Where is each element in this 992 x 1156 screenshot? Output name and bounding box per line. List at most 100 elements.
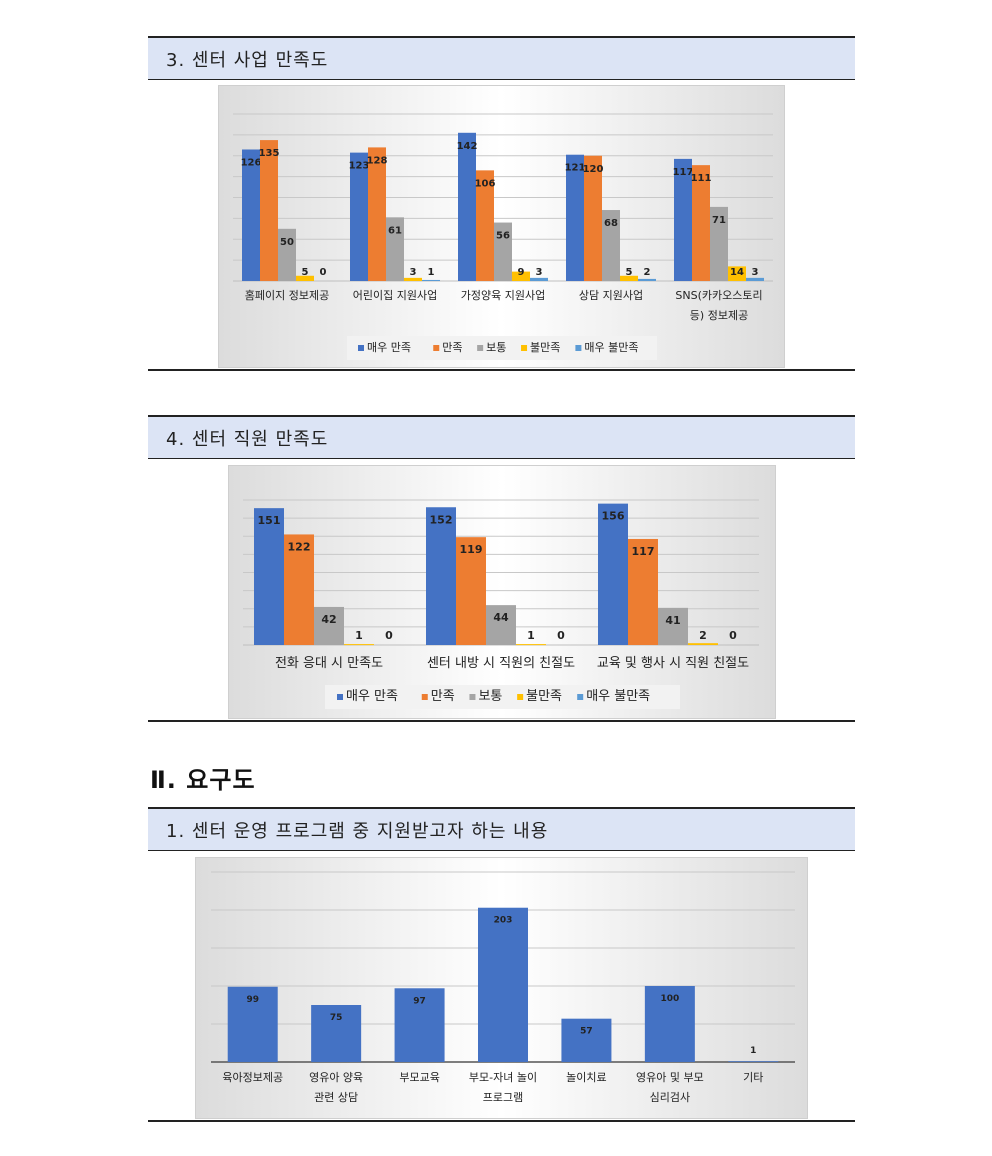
- data-label: 1: [527, 629, 535, 642]
- category-label: 관련 상담: [314, 1091, 358, 1104]
- data-label: 128: [367, 155, 388, 166]
- category-label: 가정양육 지원사업: [461, 289, 545, 302]
- bar: [478, 907, 528, 1062]
- category-label: 육아정보제공: [222, 1071, 283, 1084]
- legend-item: 보통: [486, 341, 506, 354]
- bar-매우-불만족: [638, 278, 656, 281]
- bar-매우-만족: [426, 507, 456, 645]
- data-label: 1: [428, 267, 435, 278]
- legend-item: 불만족: [526, 689, 562, 704]
- data-label: 0: [557, 629, 565, 642]
- category-label: 교육 및 행사 시 직원 친절도: [597, 655, 749, 671]
- data-label: 50: [280, 237, 294, 248]
- legend-swatch: [521, 345, 528, 351]
- legend-swatch: [358, 345, 364, 351]
- data-label: 61: [388, 225, 402, 236]
- bar-불만족: [728, 266, 746, 281]
- chart-staff-satisfaction: 151 122 42 1 0 전화 응대 시 만족도 152 119 44 1 0 센터 내방 시 직…: [228, 465, 776, 719]
- section-4-title: 4. 센터 직원 만족도: [166, 428, 329, 450]
- data-label: 41: [665, 614, 680, 627]
- bar-만족: [628, 538, 658, 645]
- chart-program-demand: 99 육아정보제공 75 영유아 양육 관련 상담 97 부모교육 203 부모-자녀 놀이 프로…: [195, 857, 808, 1119]
- category-label: 심리검사: [650, 1091, 690, 1104]
- bar-불만족: [516, 644, 546, 646]
- bar-매우-불만족: [422, 279, 440, 281]
- category-label: 등) 정보제공: [690, 309, 748, 322]
- legend-item: 매우 만족: [367, 341, 411, 354]
- legend-swatch: [433, 345, 440, 351]
- data-label: 106: [475, 178, 496, 189]
- chart-business-satisfaction: 126 135 50 5 0 홈페이지 정보제공 123 128 61 3 1 어린이집 지원사업 14…: [218, 85, 785, 368]
- bar-보통: [486, 605, 516, 645]
- bar-매우-만족: [242, 149, 260, 281]
- bar-만족: [692, 165, 710, 281]
- data-label: 126: [241, 157, 262, 168]
- bar: [227, 986, 278, 1062]
- bar-불만족: [620, 275, 638, 281]
- legend-swatch: [469, 694, 476, 700]
- data-label: 99: [246, 995, 259, 1005]
- data-label: 0: [729, 629, 737, 642]
- category-label: 센터 내방 시 직원의 친절도: [427, 656, 575, 671]
- bar-보통: [658, 607, 688, 645]
- data-label: 5: [302, 267, 309, 278]
- bar-매우-만족: [350, 152, 368, 281]
- data-label: 0: [320, 267, 327, 278]
- data-label: 156: [602, 510, 625, 523]
- legend-item: 만족: [442, 341, 462, 354]
- data-label: 142: [457, 141, 478, 152]
- bar-만족: [476, 170, 494, 281]
- section-3-bottom-rule: [148, 369, 855, 371]
- data-label: 68: [604, 218, 618, 229]
- section-4-bottom-rule: [148, 720, 855, 722]
- bar-매우-불만족: [530, 277, 548, 281]
- data-label: 152: [430, 513, 453, 526]
- section-3-title: 3. 센터 사업 만족도: [166, 49, 329, 71]
- data-label: 203: [494, 916, 513, 926]
- data-label: 57: [580, 1027, 593, 1037]
- bar-불만족: [404, 277, 422, 281]
- legend-background: [325, 685, 680, 709]
- bar: [728, 1061, 779, 1062]
- data-label: 117: [632, 545, 655, 558]
- bar-불만족: [296, 275, 314, 281]
- section-4-header: 4. 센터 직원 만족도: [148, 415, 855, 459]
- bar-불만족: [512, 271, 530, 281]
- legend-item: 불만족: [530, 341, 560, 354]
- legend-swatch: [577, 694, 584, 700]
- category-label: 영유아 및 부모: [636, 1071, 704, 1084]
- bar: [394, 988, 445, 1062]
- data-label: 2: [644, 267, 651, 278]
- bar-만족: [284, 534, 314, 645]
- section-2-1-title: 1. 센터 운영 프로그램 중 지원받고자 하는 내용: [166, 820, 549, 842]
- legend-item: 만족: [431, 689, 455, 704]
- bar: [644, 986, 695, 1062]
- data-label: 120: [583, 164, 604, 175]
- data-label: 56: [496, 231, 510, 242]
- data-label: 117: [673, 167, 694, 178]
- legend-item: 보통: [478, 689, 502, 704]
- bar: [311, 1005, 362, 1062]
- bar-불만족: [688, 643, 718, 645]
- bar-만족: [456, 537, 486, 645]
- bar-매우-만족: [254, 508, 284, 645]
- data-label: 0: [385, 629, 393, 642]
- legend-item: 매우 만족: [346, 689, 398, 704]
- data-label: 3: [536, 267, 543, 278]
- section-2-1-bottom-rule: [148, 1120, 855, 1122]
- bar-보통: [278, 228, 296, 281]
- data-label: 100: [660, 994, 679, 1004]
- legend-item: 매우 불만족: [586, 689, 650, 704]
- bar: [561, 1018, 612, 1062]
- data-label: 3: [410, 267, 417, 278]
- bar-보통: [710, 206, 728, 281]
- bar-매우-만족: [458, 132, 476, 281]
- legend-swatch: [337, 694, 343, 700]
- data-label: 14: [730, 267, 744, 278]
- category-label: 기타: [743, 1071, 763, 1084]
- bar-보통: [494, 222, 512, 281]
- bar-보통: [386, 217, 404, 281]
- category-label: 부모교육: [399, 1071, 439, 1084]
- data-label: 135: [259, 148, 280, 159]
